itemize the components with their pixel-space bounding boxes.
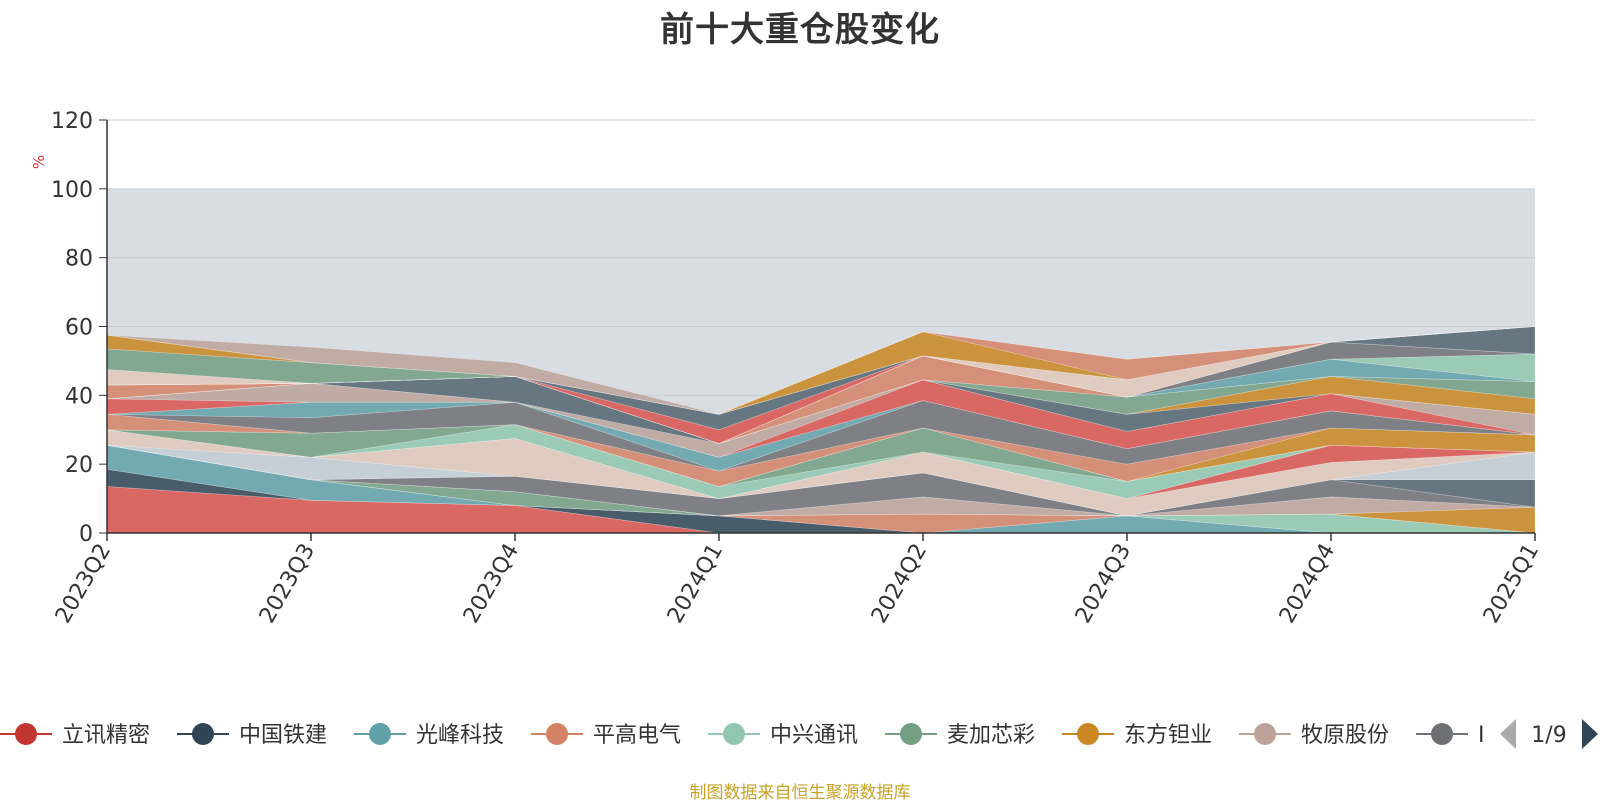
x-tick-label: 2024Q2	[867, 540, 932, 628]
legend-label: 平高电气	[593, 723, 681, 748]
legend-item[interactable]: 中兴通讯	[708, 723, 858, 748]
x-tick-label: 2023Q2	[51, 540, 116, 628]
area-series-35	[106, 326, 1536, 415]
legend-label: 立讯精密	[62, 723, 150, 748]
legend-label: 东方钽业	[1124, 723, 1212, 748]
legend-item[interactable]: 麦加芯彩	[885, 723, 1035, 748]
legend-label: 中国铁建	[239, 723, 327, 748]
y-tick-label: 0	[79, 522, 93, 547]
x-tick-label: 2023Q3	[255, 540, 320, 628]
legend-label: 中兴通讯	[770, 723, 858, 748]
legend-item[interactable]: 光峰科技	[354, 723, 504, 748]
area-series-23	[106, 376, 1536, 444]
x-tick-label: 2024Q3	[1071, 540, 1136, 628]
legend-next-page-icon[interactable]	[1582, 719, 1598, 749]
x-tick-label: 2025Q1	[1479, 540, 1544, 628]
y-tick-label: 60	[65, 316, 93, 341]
legend-item[interactable]: 平高电气	[531, 723, 681, 748]
legend-marker	[1254, 723, 1276, 745]
legend-marker	[1431, 723, 1453, 745]
legend-item[interactable]: 东方钽业	[1062, 723, 1212, 748]
legend-label: 牧原股份	[1301, 723, 1389, 748]
legend-label: 光峰科技	[416, 723, 504, 748]
x-tick-label: 2023Q4	[459, 540, 524, 628]
legend-label: 麦加芯彩	[947, 723, 1035, 748]
y-tick-label: 20	[65, 453, 93, 478]
legend-item[interactable]: 立讯精密	[0, 723, 150, 748]
legend-item[interactable]: I	[1416, 723, 1485, 748]
y-tick-label: 120	[51, 109, 93, 134]
y-tick-label: 80	[65, 247, 93, 272]
area-series-24	[106, 376, 1536, 444]
legend[interactable]: 立讯精密 中国铁建 光峰科技 平高电气 中兴通讯 麦加芯彩 东方钽业 牧原股份 I 1/9	[0, 719, 1598, 749]
legend-label: I	[1478, 723, 1485, 748]
y-tick-label: 100	[51, 178, 93, 203]
legend-item[interactable]: 中国铁建	[177, 723, 327, 748]
legend-prev-page-icon[interactable]	[1500, 719, 1516, 749]
legend-marker	[15, 723, 37, 745]
x-tick-label: 2024Q1	[663, 540, 728, 628]
legend-marker	[369, 723, 391, 745]
legend-marker	[192, 723, 214, 745]
source-note: 制图数据来自恒生聚源数据库	[689, 783, 911, 803]
y-axis-label: %	[30, 155, 48, 169]
legend-marker	[1077, 723, 1099, 745]
legend-item[interactable]: 牧原股份	[1239, 723, 1389, 748]
area-series-30	[106, 326, 1536, 431]
area-series-27	[106, 353, 1536, 444]
area-layer	[106, 326, 1536, 534]
area-series-31	[106, 326, 1536, 415]
chart-title: 前十大重仓股变化	[660, 10, 940, 50]
x-tick-label: 2024Q4	[1275, 540, 1340, 628]
area-series-32	[106, 326, 1536, 415]
legend-page-indicator: 1/9	[1531, 723, 1566, 748]
legend-marker	[546, 723, 568, 745]
legend-marker	[900, 723, 922, 745]
y-tick-label: 40	[65, 384, 93, 409]
legend-marker	[723, 723, 745, 745]
